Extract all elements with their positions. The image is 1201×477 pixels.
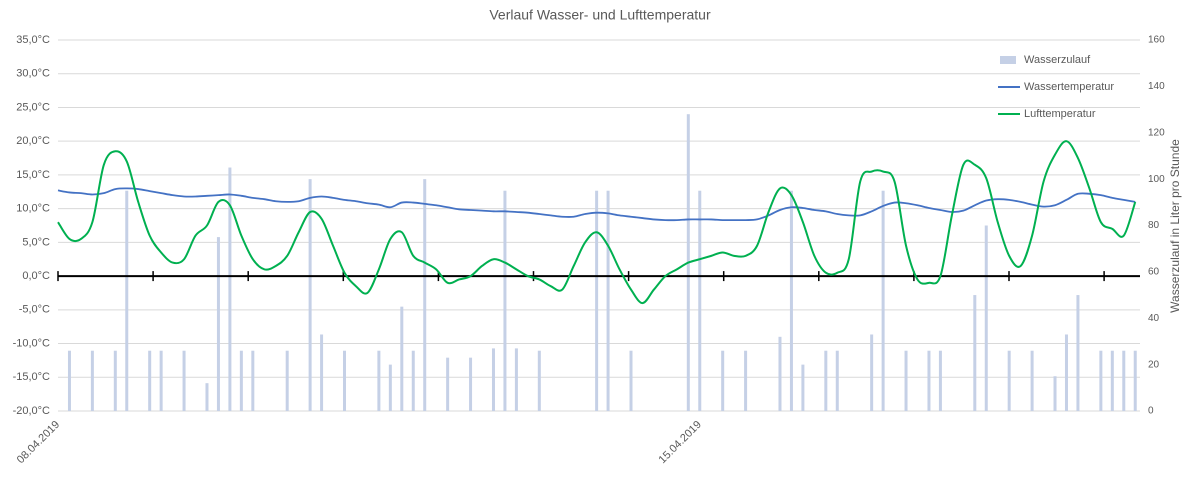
bar: [159, 350, 163, 411]
legend-label: Wassertemperatur: [1024, 81, 1114, 93]
bar: [801, 364, 805, 411]
bar: [1064, 334, 1068, 411]
bar: [904, 350, 908, 411]
legend-label: Lufttemperatur: [1024, 108, 1096, 120]
legend-label: Wasserzulauf: [1024, 54, 1091, 66]
y2-tick-label: 120: [1148, 127, 1165, 138]
bar: [411, 350, 415, 411]
bar: [789, 190, 793, 411]
bar: [824, 350, 828, 411]
bar: [1076, 295, 1080, 411]
bar: [400, 306, 404, 411]
y-tick-label: 0,0°C: [22, 270, 50, 282]
bar: [984, 225, 988, 411]
bar: [251, 350, 255, 411]
bar: [1030, 350, 1034, 411]
y2-tick-label: 60: [1148, 267, 1160, 278]
bar: [1099, 350, 1103, 411]
bar: [285, 350, 289, 411]
y-tick-label: 15,0°C: [16, 169, 50, 181]
bar: [973, 295, 977, 411]
y-tick-label: 10,0°C: [16, 203, 50, 215]
y-tick-label: 5,0°C: [22, 236, 50, 248]
bar: [744, 350, 748, 411]
bar: [182, 350, 186, 411]
bar: [148, 350, 152, 411]
y2-tick-label: 140: [1148, 81, 1165, 92]
bar: [469, 357, 473, 411]
bar: [446, 357, 450, 411]
bar: [1110, 350, 1114, 411]
y-tick-label: -15,0°C: [13, 371, 50, 383]
bar: [938, 350, 942, 411]
y2-tick-label: 160: [1148, 35, 1165, 46]
y-tick-label: -20,0°C: [13, 405, 50, 417]
y2-tick-label: 20: [1148, 359, 1160, 370]
y-tick-label: -10,0°C: [13, 337, 50, 349]
legend-swatch: [1000, 56, 1016, 64]
bar: [881, 190, 885, 411]
y-tick-label: 30,0°C: [16, 68, 50, 80]
bar: [927, 350, 931, 411]
y-tick-label: 20,0°C: [16, 135, 50, 147]
bar: [698, 190, 702, 411]
bar: [377, 350, 381, 411]
bar: [388, 364, 392, 411]
y2-axis-label: Wasserzulauf in Liter pro Stunde: [1168, 139, 1182, 313]
x-tick-label: 08.04.2019: [15, 419, 62, 466]
bar: [629, 350, 633, 411]
bar: [308, 179, 312, 411]
bar: [595, 190, 599, 411]
y2-tick-label: 40: [1148, 313, 1160, 324]
bar: [113, 350, 117, 411]
bar: [778, 336, 782, 411]
line: [57, 140, 1137, 305]
bar: [1122, 350, 1126, 411]
x-tick-label: 15.04.2019: [657, 419, 704, 466]
bar: [537, 350, 541, 411]
bar: [1007, 350, 1011, 411]
y-tick-label: 35,0°C: [16, 34, 50, 46]
bar: [320, 334, 324, 411]
bar: [125, 190, 129, 411]
bar: [721, 350, 725, 411]
bar: [606, 190, 610, 411]
y2-tick-label: 0: [1148, 406, 1154, 417]
bar: [228, 167, 232, 411]
chart-title: Verlauf Wasser- und Lufttemperatur: [489, 7, 711, 23]
bar: [1133, 350, 1137, 411]
bar: [205, 383, 209, 411]
y2-tick-label: 80: [1148, 220, 1160, 231]
bar: [491, 348, 495, 411]
bar: [514, 348, 518, 411]
y-tick-label: 25,0°C: [16, 101, 50, 113]
bar: [343, 350, 346, 411]
y-tick-label: -5,0°C: [19, 304, 50, 316]
bar: [870, 334, 874, 411]
bar: [67, 350, 71, 411]
y2-tick-label: 100: [1148, 174, 1165, 185]
bar: [216, 237, 220, 411]
bar: [423, 179, 427, 411]
bar: [1053, 376, 1057, 411]
bar: [835, 350, 839, 411]
bar: [90, 350, 94, 411]
bar: [503, 190, 507, 411]
bar: [239, 350, 243, 411]
line: [57, 187, 1136, 222]
